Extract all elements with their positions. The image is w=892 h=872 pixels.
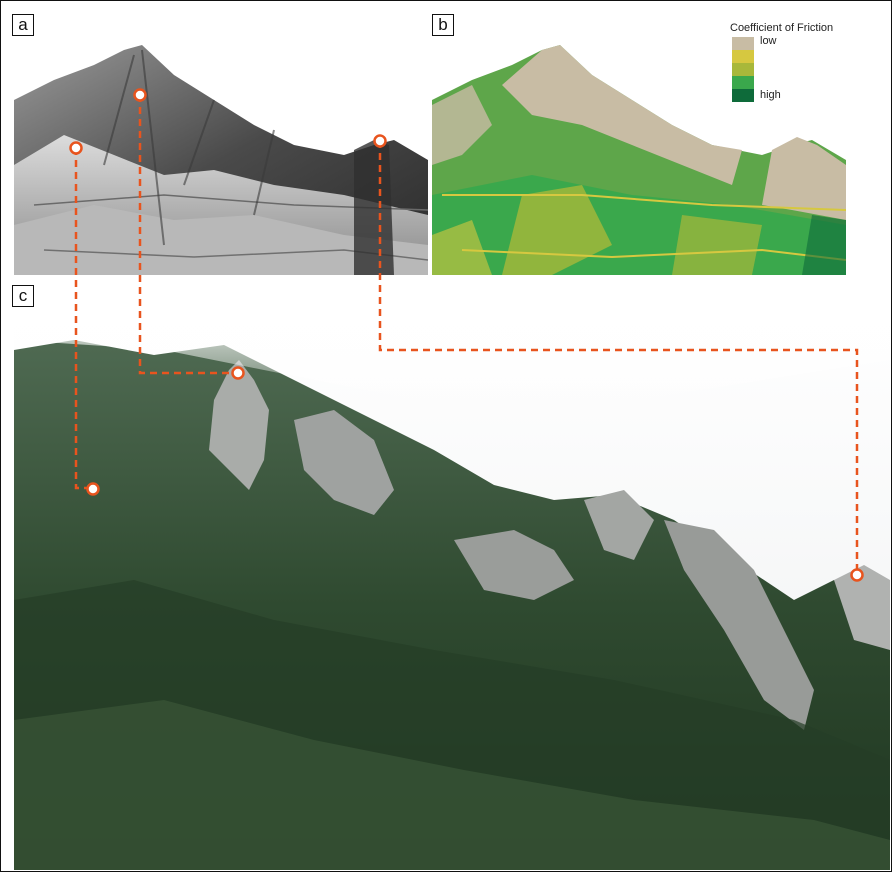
panel-label-b: b bbox=[432, 14, 454, 36]
legend-swatches bbox=[732, 37, 754, 102]
panel-label-c: c bbox=[12, 285, 34, 307]
legend-swatch-1 bbox=[732, 37, 754, 50]
panel-label-a: a bbox=[12, 14, 34, 36]
legend-low-label: low bbox=[760, 35, 777, 47]
legend-body: low high bbox=[730, 35, 833, 105]
legend-title: Coefficient of Friction bbox=[730, 22, 834, 34]
panel-c-photograph bbox=[14, 300, 890, 870]
panel-a-shaded-relief bbox=[14, 45, 428, 275]
legend-high-label: high bbox=[760, 89, 781, 101]
mountain-photo-image bbox=[14, 300, 890, 870]
legend-swatch-3 bbox=[732, 63, 754, 76]
legend-swatch-5 bbox=[732, 89, 754, 102]
shaded-relief-image bbox=[14, 45, 428, 275]
friction-legend: Coefficient of Friction low high bbox=[730, 22, 833, 105]
legend-swatch-2 bbox=[732, 50, 754, 63]
legend-swatch-4 bbox=[732, 76, 754, 89]
